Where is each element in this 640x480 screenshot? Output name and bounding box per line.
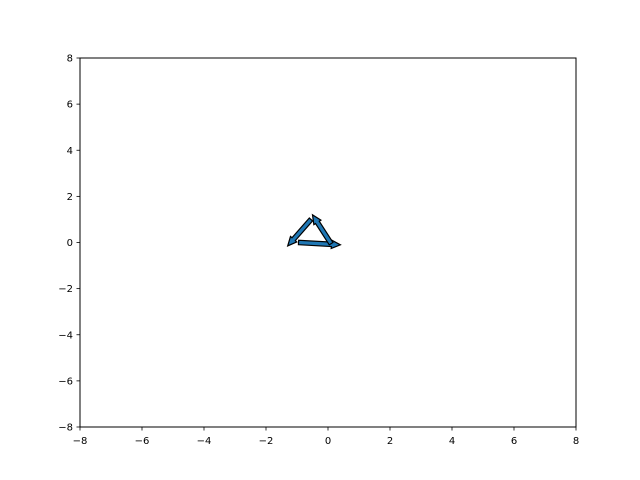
quiver-arrow — [311, 213, 334, 246]
y-tick-label: −4 — [58, 330, 73, 341]
x-tick-label: 2 — [387, 436, 393, 447]
x-tick-label: −8 — [73, 436, 88, 447]
x-tick-label: −4 — [197, 436, 212, 447]
x-tick-label: −6 — [135, 436, 150, 447]
quiver-arrow — [286, 217, 314, 248]
y-tick-label: −6 — [58, 376, 73, 387]
y-tick-label: −2 — [58, 284, 73, 295]
arrow-series — [286, 213, 342, 250]
y-tick-label: 2 — [67, 192, 73, 203]
axis-ticks: −8 −6 −4 −2 0 2 4 6 8 −8 −6 −4 −2 0 2 4 6 8 — [58, 54, 579, 448]
y-tick-label: −8 — [58, 423, 73, 434]
x-tick-label: −2 — [259, 436, 274, 447]
y-tick-label: 6 — [67, 100, 73, 111]
y-tick-label: 8 — [67, 54, 73, 65]
y-tick-label: 0 — [67, 238, 73, 249]
x-tick-label: 4 — [449, 436, 455, 447]
y-tick-label: 4 — [67, 146, 73, 157]
x-tick-label: 6 — [511, 436, 517, 447]
x-tick-label: 0 — [325, 436, 331, 447]
x-tick-label: 8 — [573, 436, 579, 447]
